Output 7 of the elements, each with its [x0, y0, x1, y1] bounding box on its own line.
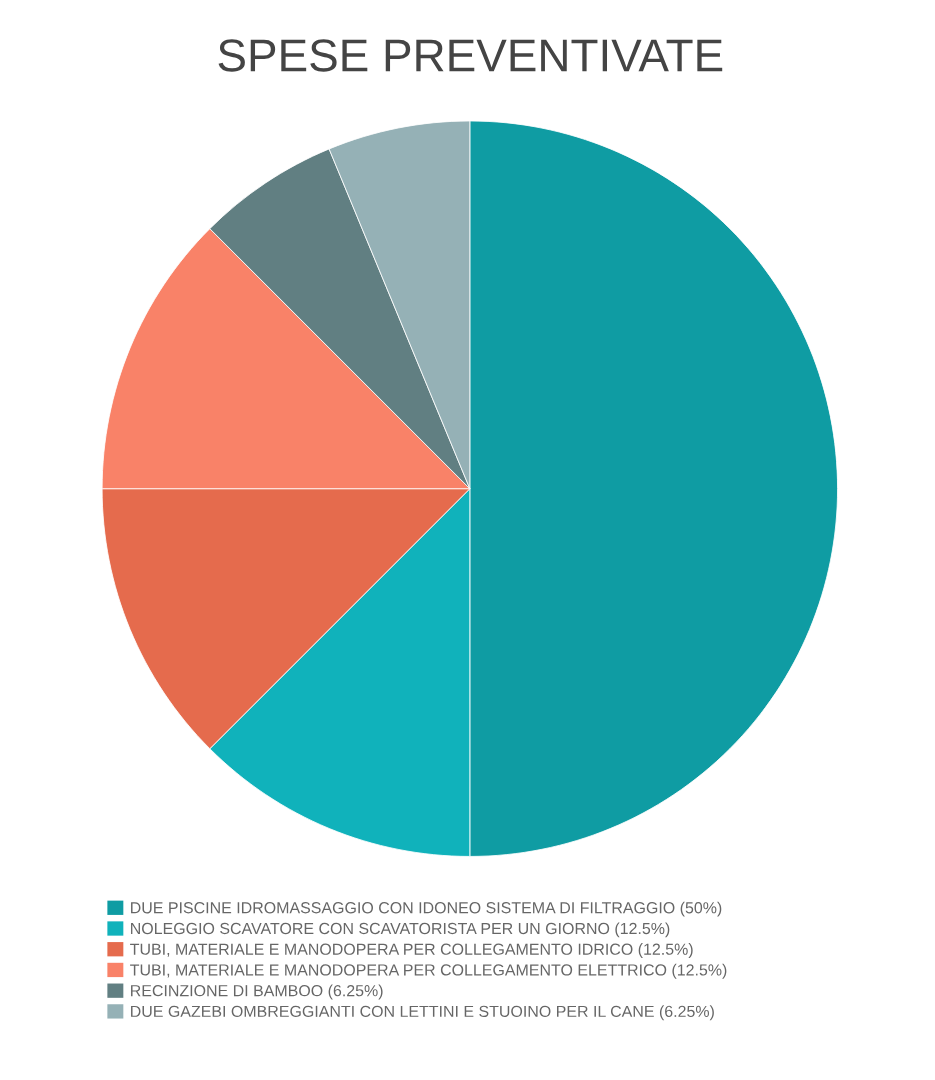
legend-label: DUE PISCINE IDROMASSAGGIO CON IDONEO SISTEMA DI FILTRAGGIO (50%)	[131, 901, 722, 917]
legend-label: RECINZIONE DI BAMBOO (6.25%)	[131, 984, 383, 1000]
legend-label: DUE GAZEBI OMBREGGIANTI CON LETTINI E STUOINO PER IL CANE (6.25%)	[131, 1005, 714, 1021]
legend-label: TUBI, MATERIALE E MANODOPERA PER COLLEGAMENTO ELETTRICO (12.5%)	[130, 963, 727, 979]
legend-label: NOLEGGIO SCAVATORE CON SCAVATORISTA PER UN GIORNO (12.5%)	[131, 922, 670, 938]
legend-label: TUBI, MATERIALE E MANODOPERA PER COLLEGAMENTO IDRICO (12.5%)	[130, 943, 693, 958]
chart-title: SPESE PREVENTIVATE	[218, 39, 723, 72]
